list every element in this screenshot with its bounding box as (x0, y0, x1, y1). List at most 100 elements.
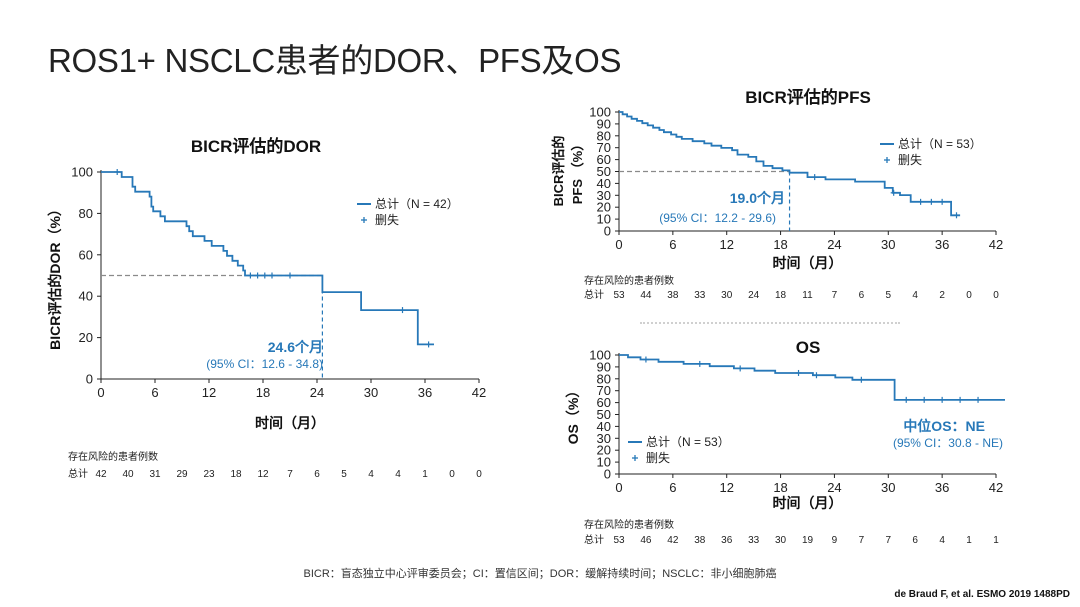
pfs-y-tick-label: 10 (597, 212, 611, 227)
os-y-tick-label: 10 (597, 455, 611, 470)
os-risk-count: 7 (859, 535, 865, 546)
pfs-x-tick-label: 18 (773, 237, 787, 252)
os-risk-count: 30 (775, 535, 787, 546)
os-censor-mark (642, 356, 649, 363)
os-x-tick-label: 6 (669, 480, 676, 495)
dor-legend-series-label: 总计（N = 42） (375, 197, 459, 211)
dor-risk-row-label: 总计 (68, 467, 88, 480)
pfs-y-tick-label: 60 (597, 152, 611, 167)
os-x-tick-label: 30 (881, 480, 895, 495)
os-x-tick-label: 36 (935, 480, 949, 495)
dor-censor-mark (254, 272, 261, 279)
pfs-risk-count: 18 (775, 290, 787, 301)
footnote: BICR：盲态独立中心评审委员会；CI：置信区间；DOR：缓解持续时间；NSCL… (303, 568, 777, 580)
pfs-censor-mark (953, 212, 960, 219)
dor-km-curve (101, 171, 434, 346)
pfs-x-tick-label: 6 (669, 237, 676, 252)
os-risk-count: 9 (832, 535, 838, 546)
pfs-risk-count: 7 (832, 290, 838, 301)
pfs-risk-count: 33 (694, 290, 706, 301)
pfs-median-ci: (95% CI：12.2 - 29.6) (659, 211, 776, 225)
pfs-censor-mark (890, 189, 897, 196)
pfs-censor-mark (811, 174, 818, 181)
os-median-ci: (95% CI：30.8 - NE) (893, 436, 1003, 450)
dor-risk-count: 40 (122, 469, 134, 480)
pfs-y-tick-label: 40 (597, 176, 611, 191)
dor-risk-count: 6 (314, 469, 320, 480)
dor-censor-mark (399, 307, 406, 314)
dor-risk-count: 0 (476, 469, 482, 480)
pfs-risk-count: 30 (721, 290, 733, 301)
dor-risk-count: 12 (257, 469, 269, 480)
os-risk-count: 46 (640, 535, 652, 546)
os-risk-count: 42 (667, 535, 679, 546)
os-censor-mark (813, 372, 820, 379)
citation: de Braud F, et al. ESMO 2019 1488PD (894, 589, 1070, 600)
os-x-tick-label: 24 (827, 480, 841, 495)
dor-censor-mark (247, 272, 254, 279)
dor-chart-title: BICR评估的DOR (191, 136, 321, 156)
pfs-y-tick-label: 50 (597, 164, 611, 179)
pfs-km-curve (619, 111, 961, 217)
pfs-censor-mark (917, 198, 924, 205)
os-risk-count: 19 (802, 535, 814, 546)
dor-x-axis-label: 时间（月） (255, 415, 325, 431)
dor-x-tick-label: 18 (256, 385, 270, 400)
os-x-tick-label: 18 (773, 480, 787, 495)
dor-risk-count: 7 (287, 469, 293, 480)
dor-risk-count: 4 (368, 469, 374, 480)
pfs-risk-count: 11 (802, 290, 813, 301)
os-y-tick-label: 50 (597, 407, 611, 422)
pfs-x-tick-label: 36 (935, 237, 949, 252)
os-chart: OS0 6 12 18 24 30 36 420102030405060708090100时间… (565, 338, 1005, 546)
dor-median-ci: (95% CI：12.6 - 34.8) (206, 357, 323, 371)
dor-censor-mark (261, 272, 268, 279)
dor-median-label: 24.6个月 (268, 339, 323, 355)
os-censor-mark (858, 376, 865, 383)
os-risk-header: 存在风险的患者例数 (584, 518, 674, 531)
dor-x-tick-label: 12 (202, 385, 216, 400)
pfs-censor-mark (928, 198, 935, 205)
dor-y-axis-label: BICR评估的DOR（%） (47, 202, 63, 350)
pfs-risk-count: 44 (640, 290, 652, 301)
dor-legend-censor-mark (361, 217, 367, 223)
os-risk-count: 4 (939, 535, 945, 546)
os-censor-mark (903, 396, 910, 403)
os-median-label: 中位OS：NE (903, 418, 985, 434)
dor-legend-censor-label: 删失 (375, 212, 399, 227)
pfs-x-tick-label: 30 (881, 237, 895, 252)
dor-x-tick-label: 36 (418, 385, 432, 400)
pfs-risk-count: 53 (613, 290, 625, 301)
dor-y-tick-label: 40 (79, 289, 93, 304)
os-y-tick-label: 30 (597, 431, 611, 446)
pfs-y-tick-label: 80 (597, 128, 611, 143)
dor-risk-count: 18 (230, 469, 242, 480)
pfs-risk-count: 24 (748, 290, 760, 301)
os-risk-row-label: 总计 (584, 533, 604, 546)
dor-censor-mark (425, 341, 432, 348)
os-y-tick-label: 90 (597, 359, 611, 374)
os-censor-mark (696, 360, 703, 367)
dor-risk-count: 31 (149, 469, 161, 480)
os-chart-title: OS (796, 338, 821, 357)
dor-y-tick-label: 0 (86, 372, 93, 387)
dor-risk-count: 23 (203, 469, 215, 480)
os-x-tick-label: 12 (719, 480, 733, 495)
dor-x-tick-label: 6 (151, 385, 158, 400)
os-censor-mark (939, 396, 946, 403)
pfs-x-tick-label: 12 (719, 237, 733, 252)
dor-y-tick-label: 100 (71, 165, 93, 180)
pfs-risk-row-label: 总计 (584, 288, 604, 301)
os-risk-count: 1 (993, 535, 999, 546)
os-censor-mark (975, 396, 982, 403)
pfs-risk-count: 0 (966, 290, 972, 301)
os-risk-count: 1 (966, 535, 972, 546)
dor-risk-count: 0 (449, 469, 455, 480)
pfs-x-axis-label: 时间（月） (773, 255, 843, 271)
dor-y-tick-label: 80 (79, 206, 93, 221)
dor-risk-count: 42 (95, 469, 107, 480)
pfs-legend-censor-mark (884, 157, 890, 163)
os-x-axis-label: 时间（月） (773, 495, 843, 511)
